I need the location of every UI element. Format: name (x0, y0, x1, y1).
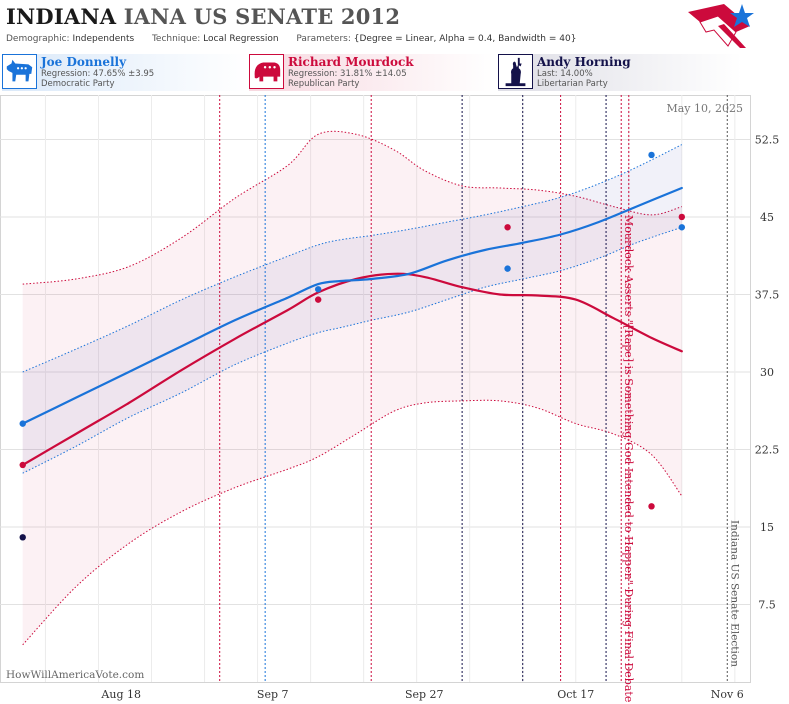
donkey-icon (2, 54, 37, 89)
x-axis-ticks: Aug 18 Sep 7 Sep 27 Oct 17 Nov 6 (100, 688, 743, 701)
poll-point (19, 461, 26, 469)
poll-point (678, 213, 686, 221)
poll-point (19, 534, 26, 541)
candidate-card-rep: Richard Mourdock Regression: 31.81% ±14.… (249, 54, 494, 91)
demographic-label: Demographic: (6, 34, 70, 44)
candidate-stat: Last: 14.00% (537, 69, 593, 79)
annotation-label: Indiana US Senate Election (728, 520, 740, 667)
candidate-card-dem: Joe Donnelly Regression: 47.65% ±3.95 De… (2, 54, 247, 91)
candidate-stat: Regression: 31.81% ±14.05 (288, 69, 407, 79)
candidate-name: Joe Donnelly (41, 55, 127, 69)
technique-label: Technique: (151, 34, 201, 44)
poll-points (19, 151, 686, 541)
poll-chart: 7.5 15 22.5 30 37.5 45 52.5 Aug 18 Sep 7 Sep 27 O… (0, 95, 780, 702)
site-logo-icon (688, 4, 754, 48)
title-state: INDIANA (6, 4, 117, 29)
y-tick-label: 37.5 (755, 288, 780, 301)
event-lines (219, 95, 728, 682)
header: INDIANA IANA US SENATE 2012 Demographic:… (0, 0, 789, 50)
y-tick-label: 45 (760, 211, 774, 224)
liberty-icon (498, 54, 533, 89)
poll-point (314, 286, 322, 293)
candidate-name: Richard Mourdock (288, 55, 414, 69)
candidate-card-lib: Andy Horning Last: 14.00% Libertarian Pa… (498, 54, 743, 91)
x-tick-label: Nov 6 (711, 688, 744, 701)
demographic-value: Independents (72, 34, 135, 44)
watermark: HowWillAmericaVote.com (6, 669, 144, 681)
poll-point (504, 265, 511, 272)
y-tick-label: 22.5 (755, 443, 780, 456)
poll-point (648, 151, 655, 159)
annotations: Mourdock Asserts "[Rape] is Something Go… (622, 215, 740, 702)
parameters-label: Parameters: (296, 34, 351, 44)
y-tick-label: 52.5 (755, 133, 780, 146)
x-tick-label: Aug 18 (100, 688, 141, 701)
annotation-label: Mourdock Asserts "[Rape] is Something Go… (622, 215, 635, 702)
band-lower-line (22, 399, 683, 646)
y-axis-ticks: 7.5 15 22.5 30 37.5 45 52.5 (755, 133, 780, 611)
x-tick-label: Oct 17 (557, 688, 594, 701)
poll-point (504, 224, 511, 231)
trend-lines (21, 186, 683, 467)
y-tick-label: 7.5 (758, 598, 776, 611)
elephant-icon (249, 54, 284, 89)
x-tick-label: Sep 7 (257, 688, 289, 701)
candidate-party: Republican Party (288, 79, 360, 89)
x-tick-label: Sep 27 (405, 688, 444, 701)
poll-point (678, 224, 686, 231)
parameters-value: {Degree = Linear, Alpha = 0.4, Bandwidth… (353, 34, 577, 44)
poll-point (648, 503, 655, 510)
title-rest: IANA US SENATE 2012 (123, 4, 401, 29)
trend-line (21, 186, 683, 425)
trend-line (21, 272, 683, 467)
candidate-party: Democratic Party (41, 79, 115, 89)
y-tick-label: 30 (760, 366, 774, 379)
plot-frame (0, 95, 751, 683)
band-upper-line (22, 130, 682, 285)
parameters-line: Demographic: Independents Technique: Loc… (6, 34, 576, 44)
confidence-band (22, 144, 682, 474)
chart-date: May 10, 2025 (666, 102, 743, 115)
confidence-band (22, 131, 682, 645)
poll-point (19, 420, 26, 427)
technique-value: Local Regression (203, 34, 279, 44)
candidate-party: Libertarian Party (537, 79, 608, 89)
poll-point (314, 296, 322, 303)
y-tick-label: 15 (760, 521, 774, 534)
candidate-name: Andy Horning (537, 55, 631, 69)
page-title: INDIANA IANA US SENATE 2012 (6, 4, 400, 29)
candidate-stat: Regression: 47.65% ±3.95 (41, 69, 155, 79)
